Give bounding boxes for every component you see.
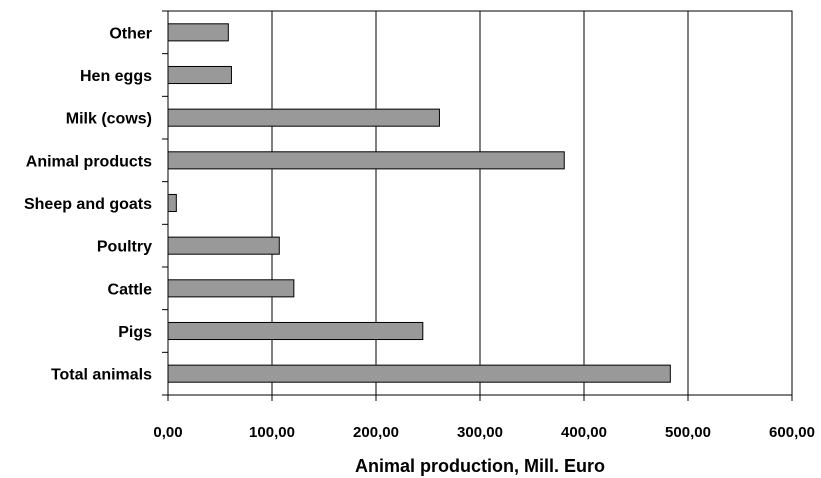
bar-milk-cows (167, 108, 440, 127)
bar-hen-eggs (167, 65, 232, 85)
category-label: Cattle (108, 281, 153, 298)
x-tick-label: 100,00 (249, 424, 295, 441)
x-tick-label: 600,00 (769, 424, 815, 441)
category-label: Poultry (97, 239, 152, 256)
x-tick-label: 200,00 (353, 424, 399, 441)
x-tick-labels: 0,00 100,00 200,00 300,00 400,00 500,00 600,00 (153, 424, 815, 441)
category-label: Animal products (26, 153, 152, 170)
x-tick-label: 300,00 (457, 424, 503, 441)
x-tick-label: 400,00 (561, 424, 607, 441)
bar-other (167, 23, 229, 42)
x-axis-title: Animal production, Mill. Euro (355, 456, 605, 476)
bar-cattle (167, 279, 295, 298)
bar-pigs (167, 321, 424, 341)
bar-poultry (167, 236, 280, 255)
category-label: Hen eggs (80, 68, 152, 85)
axes (162, 10, 793, 401)
x-tick-label: 0,00 (153, 424, 182, 441)
category-label: Sheep and goats (24, 196, 152, 213)
bar-animal-products (167, 151, 565, 170)
category-label: Other (109, 25, 152, 42)
bar-sheep-and-goats (167, 193, 177, 213)
x-tick-label: 500,00 (665, 424, 711, 441)
category-label: Pigs (118, 324, 152, 341)
bar-total-animals (167, 364, 671, 383)
category-label: Milk (cows) (66, 111, 152, 128)
category-label: Total animals (51, 367, 152, 384)
category-labels: Total animals Pigs Cattle Poultry Sheep and … (24, 25, 152, 383)
